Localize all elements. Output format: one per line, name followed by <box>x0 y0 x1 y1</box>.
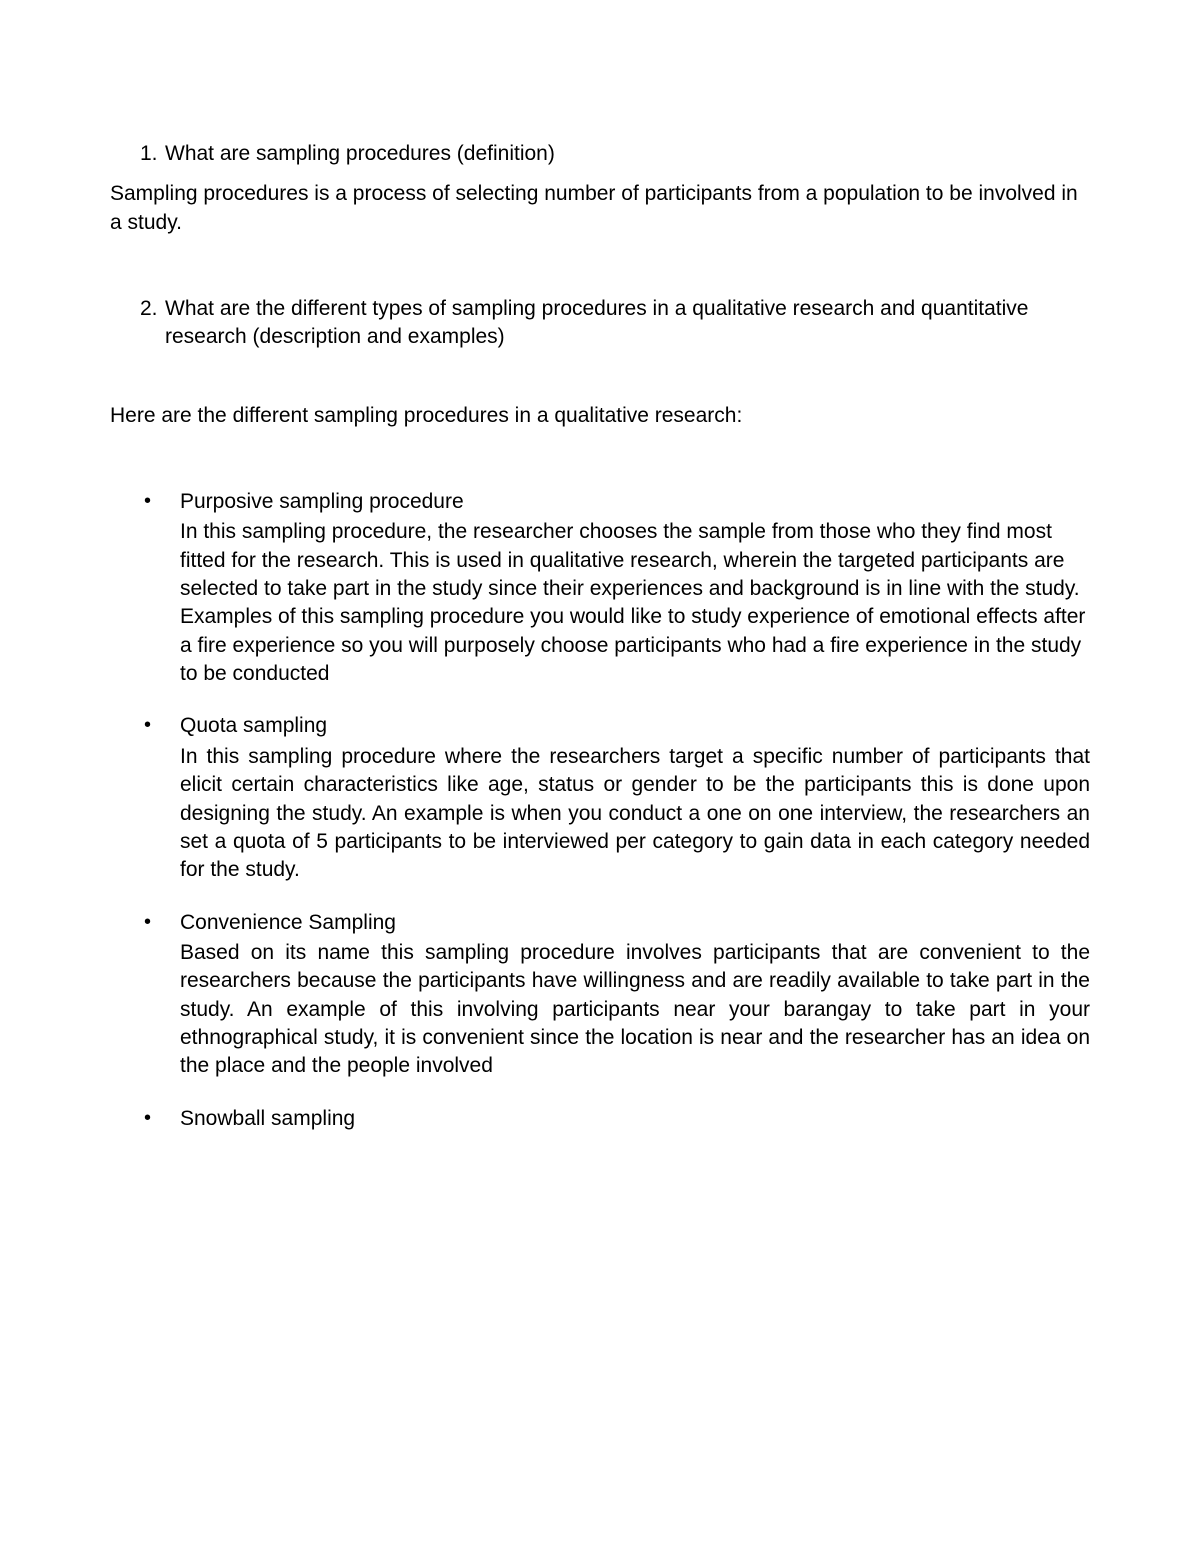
list-item-description: In this sampling procedure, the research… <box>180 518 1090 688</box>
list-item-body: Snowball sampling <box>180 1105 1090 1135</box>
bullet-icon: • <box>144 712 180 884</box>
bullet-icon: • <box>144 909 180 1081</box>
list-marker: 1. <box>110 140 165 168</box>
list-item-title: Purposive sampling procedure <box>180 488 1090 516</box>
list-marker: 2. <box>110 295 165 352</box>
intro-text: Here are the different sampling procedur… <box>110 402 1090 430</box>
bullet-list: •Purposive sampling procedureIn this sam… <box>110 488 1090 1135</box>
question-2-text: What are the different types of sampling… <box>165 295 1090 352</box>
answer-1: Sampling procedures is a process of sele… <box>110 180 1090 237</box>
list-item: •Convenience SamplingBased on its name t… <box>110 909 1090 1081</box>
document-page: 1. What are sampling procedures (definit… <box>0 0 1200 1553</box>
list-item-body: Quota sampling In this sampling procedure… <box>180 712 1090 884</box>
question-2: 2. What are the different types of sampl… <box>110 295 1090 352</box>
question-1-text: What are sampling procedures (definition… <box>165 140 1090 168</box>
bullet-icon: • <box>144 488 180 688</box>
list-item-title: Quota sampling <box>180 712 1090 740</box>
spacer <box>110 466 1090 488</box>
list-item-description: In this sampling procedure where the res… <box>180 743 1090 885</box>
spacer <box>110 273 1090 295</box>
list-item-body: Convenience SamplingBased on its name th… <box>180 909 1090 1081</box>
list-item-body: Purposive sampling procedureIn this samp… <box>180 488 1090 688</box>
list-item-description: Based on its name this sampling procedur… <box>180 939 1090 1081</box>
question-1: 1. What are sampling procedures (definit… <box>110 140 1090 168</box>
spacer <box>110 364 1090 392</box>
list-item: •Purposive sampling procedureIn this sam… <box>110 488 1090 688</box>
list-item-title: Snowball sampling <box>180 1105 1090 1133</box>
list-item: •Snowball sampling <box>110 1105 1090 1135</box>
list-item-title: Convenience Sampling <box>180 909 1090 937</box>
bullet-icon: • <box>144 1105 180 1135</box>
list-item: •Quota sampling In this sampling procedur… <box>110 712 1090 884</box>
